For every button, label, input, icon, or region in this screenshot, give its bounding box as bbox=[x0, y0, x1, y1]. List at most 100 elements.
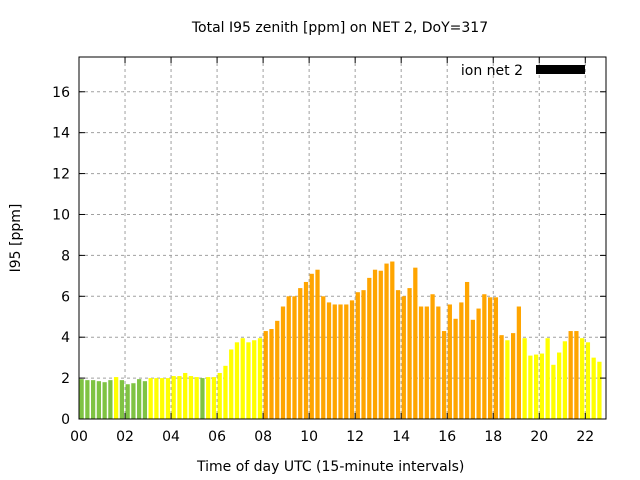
bar bbox=[114, 377, 119, 419]
bar bbox=[464, 281, 470, 419]
grid bbox=[79, 57, 606, 419]
bar bbox=[85, 380, 90, 419]
bar bbox=[522, 338, 527, 419]
bar bbox=[418, 306, 424, 419]
bar bbox=[229, 349, 234, 419]
bar bbox=[338, 304, 343, 419]
bar bbox=[585, 342, 591, 419]
bar bbox=[91, 380, 96, 419]
bar bbox=[470, 319, 475, 419]
bar bbox=[510, 333, 516, 419]
bar bbox=[148, 378, 153, 419]
bar bbox=[108, 380, 113, 419]
bar bbox=[568, 331, 573, 419]
bar bbox=[183, 372, 188, 419]
bar bbox=[303, 281, 309, 419]
bar bbox=[309, 273, 314, 419]
bar bbox=[332, 304, 337, 419]
bar bbox=[102, 382, 107, 419]
bar bbox=[534, 354, 539, 419]
chart-title: Total I95 zenith [ppm] on NET 2, DoY=317 bbox=[191, 20, 488, 36]
bar bbox=[171, 376, 176, 419]
bar bbox=[275, 320, 280, 419]
x-tick-label: 10 bbox=[300, 429, 318, 445]
y-tick-label: 4 bbox=[61, 330, 70, 346]
bar bbox=[557, 352, 562, 419]
bar bbox=[137, 379, 142, 419]
x-tick-label: 14 bbox=[392, 429, 410, 445]
bar bbox=[499, 335, 504, 419]
bar bbox=[459, 302, 464, 419]
bar bbox=[395, 290, 401, 419]
x-tick-label: 20 bbox=[530, 429, 548, 445]
bar bbox=[269, 329, 274, 419]
bar bbox=[482, 294, 487, 419]
bar bbox=[447, 304, 452, 419]
bar bbox=[378, 270, 383, 419]
bar bbox=[142, 381, 148, 419]
bar bbox=[384, 263, 389, 419]
x-tick-label: 08 bbox=[254, 429, 272, 445]
bar bbox=[165, 378, 171, 419]
bar bbox=[131, 383, 136, 419]
x-tick-label: 02 bbox=[116, 429, 134, 445]
bar bbox=[574, 331, 579, 419]
bar bbox=[177, 376, 182, 419]
bars bbox=[79, 261, 602, 419]
bar bbox=[361, 290, 366, 419]
x-tick-label: 18 bbox=[484, 429, 502, 445]
bar bbox=[505, 340, 510, 419]
bar bbox=[441, 331, 447, 419]
bar bbox=[390, 261, 395, 419]
y-tick-label: 8 bbox=[61, 248, 70, 264]
bar bbox=[188, 376, 194, 419]
x-tick-label: 04 bbox=[162, 429, 180, 445]
legend-label: ion net 2 bbox=[461, 63, 523, 79]
bar bbox=[424, 306, 429, 419]
bar bbox=[280, 306, 286, 419]
bar bbox=[580, 338, 585, 419]
bar bbox=[125, 384, 130, 419]
bar bbox=[211, 377, 217, 419]
legend-swatch bbox=[536, 65, 585, 74]
bar bbox=[436, 306, 441, 419]
bar bbox=[551, 364, 556, 419]
y-tick-label: 14 bbox=[52, 126, 70, 142]
bar bbox=[413, 267, 418, 419]
bar bbox=[407, 288, 412, 419]
bar bbox=[252, 340, 257, 419]
bar bbox=[487, 297, 493, 419]
y-tick-label: 6 bbox=[61, 289, 70, 305]
y-axis-label: I95 [ppm] bbox=[8, 204, 24, 273]
bar bbox=[545, 338, 550, 419]
bar bbox=[591, 357, 596, 419]
bar bbox=[367, 277, 372, 419]
bar bbox=[349, 300, 355, 419]
bar bbox=[79, 379, 84, 419]
x-tick-label: 16 bbox=[438, 429, 456, 445]
bar bbox=[453, 318, 458, 419]
bar bbox=[200, 378, 205, 419]
bar bbox=[476, 308, 481, 419]
bar bbox=[223, 365, 228, 419]
bar bbox=[160, 378, 165, 419]
bar bbox=[344, 304, 349, 419]
bar bbox=[240, 338, 245, 419]
bar bbox=[321, 296, 326, 419]
x-tick-label: 22 bbox=[576, 429, 594, 445]
bar bbox=[562, 341, 568, 419]
bar bbox=[516, 306, 522, 419]
y-tick-label: 0 bbox=[61, 412, 70, 428]
bar bbox=[528, 355, 533, 419]
bar bbox=[430, 294, 435, 419]
x-tick-label: 12 bbox=[346, 429, 364, 445]
bar bbox=[292, 296, 297, 419]
bar bbox=[154, 378, 159, 419]
bar bbox=[355, 292, 360, 419]
bar bbox=[246, 342, 251, 419]
legend: ion net 2 bbox=[461, 63, 585, 79]
bar bbox=[493, 297, 498, 419]
y-tick-label: 16 bbox=[52, 85, 70, 101]
bar bbox=[119, 380, 125, 419]
